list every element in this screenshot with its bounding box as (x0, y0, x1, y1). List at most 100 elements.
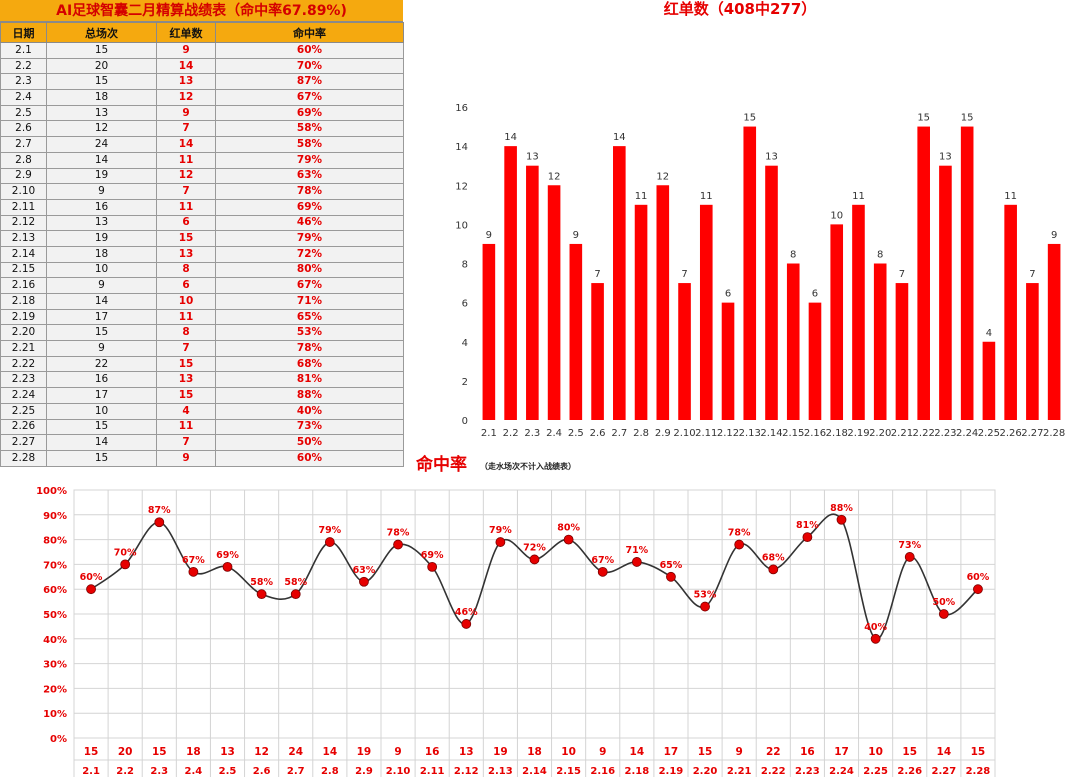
cell-wins: 11 (156, 151, 216, 169)
bar-chart-title: 红单数（408中277） (664, 0, 817, 18)
cell-total: 13 (46, 104, 157, 122)
line-x-tick-label: 2.20 (693, 766, 718, 777)
bar-y-tick-label: 4 (462, 338, 468, 349)
bar-x-tick-label: 2.1 (481, 428, 497, 439)
bar (1004, 204, 1017, 420)
stats-table-panel: AI足球智囊二月精算战绩表（命中率67.89%) 日期 总场次 红单数 命中率 … (0, 0, 404, 467)
data-point (597, 566, 608, 577)
line-x-tick-label: 2.8 (321, 766, 339, 777)
table-row: 2.26 15 11 73% (0, 418, 404, 436)
table-row: 2.4 18 12 67% (0, 89, 404, 106)
cell-total: 20 (46, 57, 157, 75)
cell-date: 2.21 (0, 340, 47, 357)
bar-x-tick-label: 2.23 (934, 428, 956, 439)
line-x-tick-label: 2.3 (150, 766, 168, 777)
line-x-tick-label: 2.12 (454, 766, 479, 777)
line-x-tick-label: 2.28 (966, 766, 991, 777)
cell-date: 2.13 (0, 230, 47, 247)
data-point (86, 584, 96, 595)
cell-total: 9 (46, 277, 157, 294)
bar (613, 146, 626, 420)
line-x-tick-label: 2.13 (488, 766, 513, 777)
table-row: 2.28 15 9 60% (0, 449, 404, 467)
bar-value-label: 14 (504, 132, 517, 143)
cell-total: 14 (46, 151, 157, 169)
cell-wins: 9 (156, 449, 216, 467)
line-chart-title: 命中率 (415, 454, 467, 475)
data-label: 58% (284, 577, 307, 588)
cell-date: 2.3 (0, 73, 47, 91)
cell-total: 18 (46, 245, 157, 263)
cell-rate: 70% (215, 57, 404, 75)
data-point (734, 539, 745, 550)
bar (547, 185, 561, 420)
bar (960, 126, 974, 420)
cell-rate: 53% (215, 324, 404, 342)
cell-wins: 7 (156, 183, 216, 200)
data-label: 80% (557, 523, 580, 534)
cell-rate: 87% (215, 73, 404, 91)
cell-total: 10 (46, 261, 157, 279)
table-row: 2.24 17 15 88% (0, 387, 404, 404)
table-row: 2.20 15 8 53% (0, 324, 404, 342)
line-x-tick-label: 2.19 (659, 766, 684, 777)
bar-x-tick-label: 2.11 (695, 428, 717, 439)
bar-x-tick-label: 2.19 (847, 428, 869, 439)
cell-wins: 12 (156, 167, 216, 185)
total-games-label: 10 (868, 746, 883, 758)
cell-rate: 80% (215, 261, 404, 279)
cell-date: 2.11 (0, 198, 47, 216)
bar-y-tick-label: 8 (462, 260, 468, 271)
total-games-label: 16 (425, 746, 440, 758)
data-label: 46% (455, 607, 478, 618)
bar-value-label: 10 (830, 210, 843, 221)
bar-x-tick-label: 2.25 (978, 428, 1000, 439)
cell-total: 16 (46, 371, 157, 389)
cell-wins: 8 (156, 261, 216, 279)
bar-value-label: 7 (594, 269, 600, 280)
table-row: 2.5 13 9 69% (0, 104, 404, 122)
bar-x-tick-label: 2.4 (546, 428, 562, 439)
table-row: 2.13 19 15 79% (0, 230, 404, 247)
bar (982, 341, 996, 420)
bar (830, 224, 844, 420)
cell-rate: 88% (215, 387, 404, 404)
total-games-label: 15 (902, 746, 917, 758)
cell-rate: 72% (215, 245, 404, 263)
cell-date: 2.25 (0, 402, 47, 420)
table-row: 2.27 14 7 50% (0, 434, 404, 451)
table-row: 2.22 22 15 68% (0, 355, 404, 373)
table-row: 2.25 10 4 40% (0, 402, 404, 420)
cell-wins: 7 (156, 434, 216, 451)
cell-rate: 67% (215, 277, 404, 294)
header-total: 总场次 (46, 22, 157, 43)
total-games-label: 10 (561, 746, 576, 758)
data-label: 87% (148, 505, 171, 516)
cell-total: 12 (46, 120, 157, 138)
bar-value-label: 7 (899, 269, 905, 280)
bar (1026, 283, 1039, 420)
cell-rate: 81% (215, 371, 404, 389)
data-label: 67% (182, 555, 205, 566)
cell-wins: 14 (156, 136, 216, 153)
cell-rate: 46% (215, 214, 404, 232)
cell-rate: 63% (215, 167, 404, 185)
bar-value-label: 12 (656, 171, 669, 182)
bar (634, 204, 648, 420)
bar-value-label: 14 (613, 132, 626, 143)
cell-wins: 15 (156, 230, 216, 247)
cell-wins: 13 (156, 73, 216, 91)
cell-total: 17 (46, 308, 157, 326)
cell-date: 2.10 (0, 183, 47, 200)
data-label: 78% (387, 528, 410, 539)
data-point (188, 566, 199, 577)
bar-x-tick-label: 2.18 (826, 428, 848, 439)
bar-value-label: 7 (681, 269, 687, 280)
cell-rate: 69% (215, 198, 404, 216)
bar (656, 185, 670, 420)
cell-rate: 69% (215, 104, 404, 122)
bar-value-label: 13 (526, 152, 539, 163)
line-x-tick-label: 2.18 (624, 766, 649, 777)
line-x-tick-label: 2.5 (219, 766, 237, 777)
line-y-tick-label: 30% (43, 660, 67, 671)
